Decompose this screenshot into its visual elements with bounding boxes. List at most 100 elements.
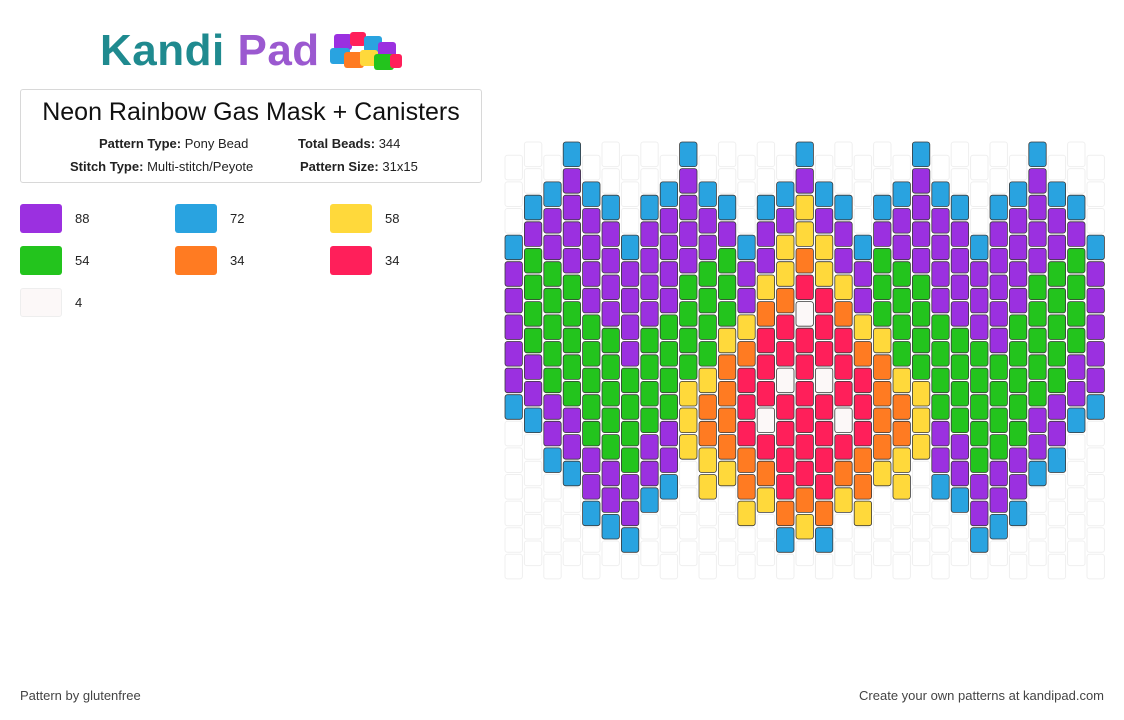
bead (718, 221, 737, 247)
bead (524, 380, 543, 407)
bead (640, 380, 659, 407)
color-swatch (330, 204, 372, 233)
pattern-size-label: Pattern Size: (300, 159, 379, 174)
bead (873, 221, 892, 247)
bead (1009, 447, 1028, 473)
empty-bead-slot (1047, 474, 1067, 500)
bead (892, 234, 911, 261)
bead (834, 487, 853, 513)
empty-bead-slot (834, 168, 853, 194)
bead (853, 447, 873, 473)
bead (543, 287, 562, 314)
bead (989, 194, 1008, 221)
empty-bead-slot (640, 168, 659, 194)
bead (582, 420, 601, 447)
empty-bead-slot (698, 500, 717, 527)
bead (1028, 407, 1047, 434)
bead (1028, 141, 1047, 168)
bead (1086, 234, 1105, 261)
bead (912, 274, 931, 301)
bead (698, 287, 717, 314)
empty-bead-slot (659, 527, 679, 553)
bead (756, 194, 776, 221)
bead (776, 234, 795, 261)
empty-bead-slot (737, 208, 756, 234)
bead (1067, 407, 1086, 434)
empty-bead-slot (1028, 540, 1047, 567)
empty-bead-slot (834, 513, 853, 540)
bead (912, 301, 931, 327)
bead (912, 247, 931, 274)
bead (601, 194, 620, 221)
bead (1028, 274, 1047, 301)
empty-bead-slot (1067, 434, 1086, 460)
stitch-type-value: Multi-stitch/Peyote (147, 159, 254, 174)
color-swatch (20, 246, 62, 275)
bead (950, 434, 970, 460)
bead (640, 274, 659, 301)
bead (679, 194, 698, 221)
bead (543, 261, 562, 287)
bead (989, 487, 1008, 513)
empty-bead-slot (737, 553, 756, 580)
bead (950, 327, 970, 354)
bead (834, 247, 853, 274)
bead (776, 367, 795, 394)
bead (1086, 287, 1105, 314)
bead (892, 314, 911, 340)
empty-bead-slot (543, 154, 562, 181)
bead (659, 367, 679, 394)
stitch-type-row: Stitch Type: Multi-stitch/Peyote (70, 159, 253, 174)
color-count: 72 (230, 211, 245, 226)
bead (679, 354, 698, 380)
logo-word-kandi: Kandi (100, 26, 225, 75)
bead (582, 314, 601, 340)
bead (1067, 221, 1086, 247)
bead (659, 234, 679, 261)
bead (679, 380, 698, 407)
empty-bead-slot (543, 553, 562, 580)
bead (679, 327, 698, 354)
empty-bead-slot (620, 553, 640, 580)
bead (776, 181, 795, 207)
bead (776, 341, 795, 367)
color-swatch (175, 204, 217, 233)
bead (1047, 181, 1066, 207)
bead (718, 434, 737, 460)
bead (737, 367, 756, 394)
bead (756, 407, 776, 434)
bead (1067, 354, 1086, 380)
bead (737, 447, 756, 473)
empty-bead-slot (659, 154, 679, 181)
bead (756, 460, 776, 487)
bead (621, 234, 640, 261)
bead (873, 460, 892, 487)
bead (698, 474, 717, 500)
bead (601, 434, 620, 460)
bead (1047, 208, 1066, 234)
bead (698, 341, 717, 367)
bead (718, 354, 737, 380)
empty-bead-slot (601, 168, 620, 194)
bead (912, 407, 931, 434)
bead (756, 301, 776, 327)
bead (815, 181, 834, 207)
bead (892, 341, 911, 367)
empty-bead-slot (892, 154, 911, 181)
empty-bead-slot (970, 208, 989, 234)
pattern-title: Neon Rainbow Gas Mask + Canisters (42, 98, 460, 126)
empty-bead-slot (562, 487, 582, 513)
bead (873, 194, 892, 221)
bead (950, 407, 970, 434)
bead (621, 287, 640, 314)
bead (524, 327, 543, 354)
bead (562, 380, 582, 407)
bead (853, 474, 873, 500)
empty-bead-slot (659, 500, 679, 527)
bead (640, 247, 659, 274)
bead (1067, 274, 1086, 301)
bead (1009, 341, 1028, 367)
bead (815, 208, 834, 234)
bead (1067, 247, 1086, 274)
